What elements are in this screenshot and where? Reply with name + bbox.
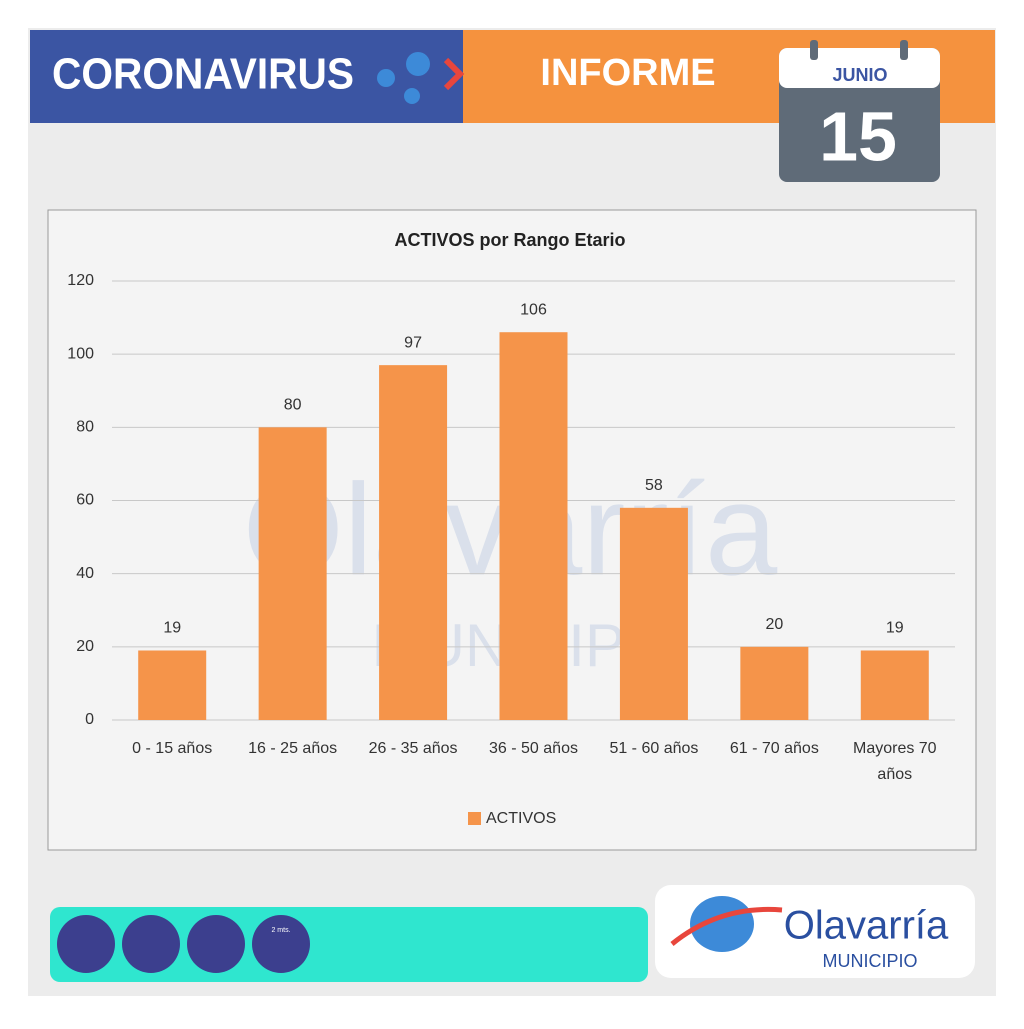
y-tick-label: 40 [76, 565, 94, 582]
value-label: 58 [645, 477, 663, 494]
y-tick-label: 100 [67, 345, 94, 362]
bar [619, 507, 688, 720]
chevron [443, 57, 465, 91]
prevention-icons [57, 915, 310, 973]
plot: 0 20 40 60 80 100 120 19 80 97 106 58 20 19 ACTIVOS [67, 272, 955, 827]
bar [379, 365, 448, 720]
x-tick-label: 36 - 50 años [489, 740, 578, 757]
bar [258, 427, 327, 720]
y-tick-label: 80 [76, 419, 94, 436]
calendar-ring [810, 40, 818, 60]
distance-label: 2 mts. [271, 927, 290, 934]
header-title: CORONAVIRUS [52, 50, 354, 99]
x-tick-label: 61 - 70 años [729, 740, 819, 757]
bar [499, 332, 568, 720]
calendar-ring [900, 40, 908, 60]
header-subtitle: INFORME [540, 52, 715, 94]
value-label: 106 [520, 301, 547, 318]
bar [740, 646, 809, 720]
calendar-top [779, 48, 940, 88]
y-tick-label: 0 [85, 711, 94, 728]
logo-sub: MUNICIPIO [822, 951, 917, 971]
chart-title: ACTIVOS por Rango Etario [394, 230, 625, 250]
value-label: 97 [404, 334, 422, 351]
value-label: 19 [163, 620, 181, 637]
x-tick-label: Mayores 70 años [852, 740, 937, 783]
y-tick-label: 20 [76, 638, 94, 655]
y-tick-label: 60 [76, 492, 94, 509]
x-tick-label: 51 - 60 años [609, 740, 699, 757]
x-tick-label: 16 - 25 años [248, 740, 338, 757]
logo-text: Olavarría [784, 904, 949, 948]
value-label: 20 [765, 616, 783, 633]
value-label: 19 [886, 620, 904, 637]
x-tick-label: 26 - 35 años [368, 740, 458, 757]
bar [860, 650, 929, 720]
calendar-day: 15 [819, 97, 897, 175]
value-label: 80 [284, 397, 302, 414]
legend-label: ACTIVOS [486, 810, 556, 827]
virus-icons [377, 52, 430, 104]
logo-swoosh [670, 906, 783, 946]
y-tick-label: 120 [67, 272, 94, 289]
legend-swatch [468, 812, 481, 825]
x-tick-label: 0 - 15 años [132, 740, 213, 757]
bar [138, 650, 207, 720]
calendar-month: JUNIO [832, 65, 887, 85]
